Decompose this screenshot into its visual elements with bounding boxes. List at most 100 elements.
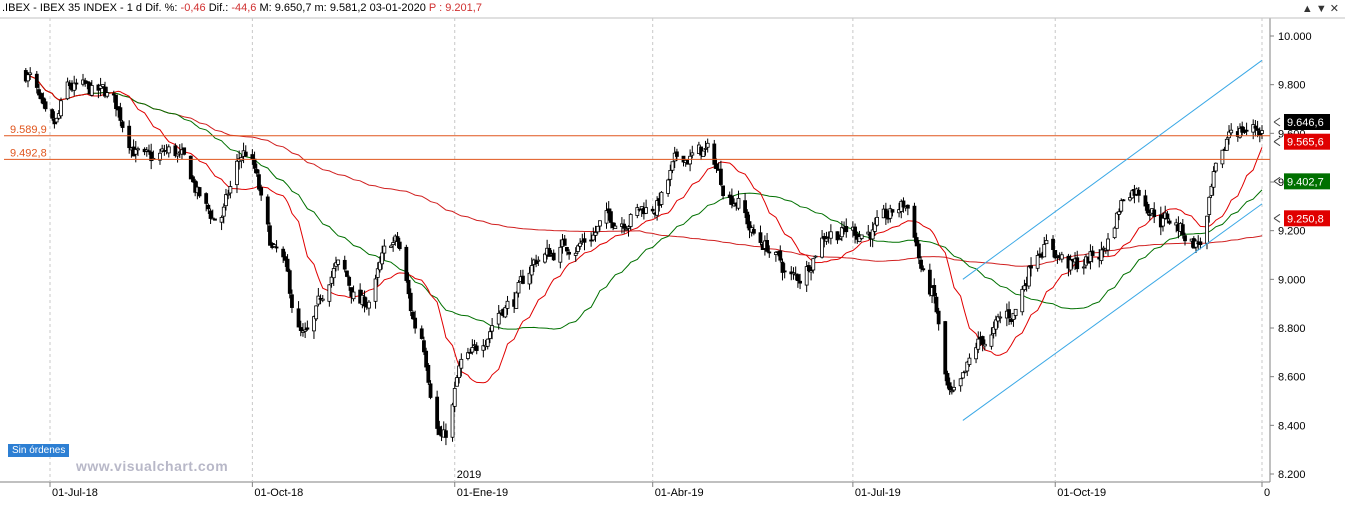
y-tick-label: 9.000: [1278, 274, 1306, 286]
candle-body: [1255, 128, 1260, 131]
candle-body: [1013, 308, 1018, 316]
min-value: 9.581,2: [329, 2, 367, 14]
y-tick-label: 8.800: [1278, 323, 1306, 335]
candle-body: [1081, 266, 1086, 269]
candle-body: [736, 197, 741, 209]
candle-body: [1165, 213, 1170, 220]
candle-body: [114, 94, 118, 110]
p-value: 9.201,7: [445, 2, 482, 14]
dif-label: Dif.:: [208, 2, 229, 14]
candle-body: [921, 268, 926, 271]
candle-body: [444, 430, 448, 438]
candle-body: [226, 193, 231, 196]
candle-body: [452, 388, 457, 407]
candle-body: [721, 185, 725, 197]
candle-body: [635, 207, 640, 216]
candle-body: [485, 338, 490, 347]
candle-body: [998, 316, 1003, 319]
candle-body: [820, 237, 824, 258]
candle-body: [565, 246, 569, 252]
candle-body: [743, 200, 747, 214]
candle-body: [578, 242, 583, 247]
candle-body: [991, 327, 996, 334]
candle-body: [470, 347, 475, 353]
candle-body: [136, 148, 140, 151]
ma-mid-line: [25, 75, 1263, 330]
candle-body: [437, 426, 442, 435]
candle-body: [351, 291, 356, 300]
candle-body: [598, 220, 602, 227]
candle-body: [1117, 211, 1121, 215]
candle-body: [103, 86, 107, 97]
candle-body: [883, 208, 888, 218]
dif-pct-value: -0,46: [180, 2, 206, 14]
candle-body: [496, 312, 501, 325]
candle-body: [1161, 217, 1165, 227]
candle-body: [314, 305, 319, 320]
candle-body: [943, 321, 948, 375]
candle-body: [296, 308, 301, 328]
candle-body: [367, 301, 371, 309]
candle-body: [637, 208, 642, 211]
candle-body: [204, 193, 209, 204]
candle-body: [224, 194, 228, 207]
candle-body: [428, 383, 433, 398]
candle-body: [1260, 130, 1264, 134]
candle-body: [791, 272, 796, 275]
candle-body: [870, 229, 875, 240]
close-icon[interactable]: ✕: [1329, 3, 1339, 15]
scroll-down-icon[interactable]: ▼: [1315, 3, 1327, 15]
candle-body: [250, 154, 255, 160]
candle-body: [650, 208, 655, 212]
candle-body: [459, 358, 464, 369]
candle-body: [916, 243, 921, 259]
candle-body: [149, 151, 154, 162]
candle-body: [193, 180, 198, 193]
candle-body: [527, 272, 532, 285]
candle-body: [609, 211, 613, 223]
candle-body: [890, 209, 895, 213]
candle-body: [996, 316, 1000, 322]
x-tick-label: 01-Oct-19: [1057, 487, 1106, 499]
dif-pct-label: Dif. %:: [145, 2, 178, 14]
candle-body: [529, 265, 534, 276]
candle-body: [488, 331, 492, 339]
last-price-tag-label: 9.646,6: [1287, 117, 1324, 129]
candle-body: [701, 150, 706, 157]
candle-body: [1244, 129, 1249, 132]
candle-body: [305, 327, 310, 330]
candle-body: [798, 280, 802, 284]
candle-body: [413, 317, 418, 329]
candle-body: [773, 251, 778, 255]
candle-body: [562, 238, 567, 246]
candle-body: [320, 298, 325, 301]
candle-body: [378, 261, 382, 271]
x-tick-label: 01-Abr-19: [655, 487, 704, 499]
candle-body: [450, 404, 455, 438]
candle-body: [1229, 129, 1234, 134]
candle-body: [283, 256, 288, 261]
candle-body: [59, 100, 63, 117]
candle-body: [331, 268, 336, 279]
candle-body: [558, 246, 563, 263]
candle-body: [105, 92, 110, 97]
candle-body: [936, 310, 941, 325]
max-value: 9.650,7: [274, 2, 312, 14]
candle-body: [927, 269, 932, 295]
candle-body: [422, 340, 426, 353]
candle-body: [795, 274, 800, 281]
candle-body: [210, 217, 215, 220]
candle-body: [1121, 199, 1126, 202]
min-label: m:: [314, 2, 327, 14]
candle-body: [668, 170, 673, 180]
candle-body: [408, 292, 413, 312]
candle-body: [474, 345, 479, 351]
orders-badge[interactable]: Sin órdenes: [8, 444, 70, 457]
candle-body: [989, 334, 994, 347]
candle-body: [100, 84, 105, 87]
scroll-up-icon[interactable]: ▲: [1301, 3, 1313, 15]
candle-body: [1068, 259, 1073, 271]
candle-body: [1253, 125, 1258, 129]
